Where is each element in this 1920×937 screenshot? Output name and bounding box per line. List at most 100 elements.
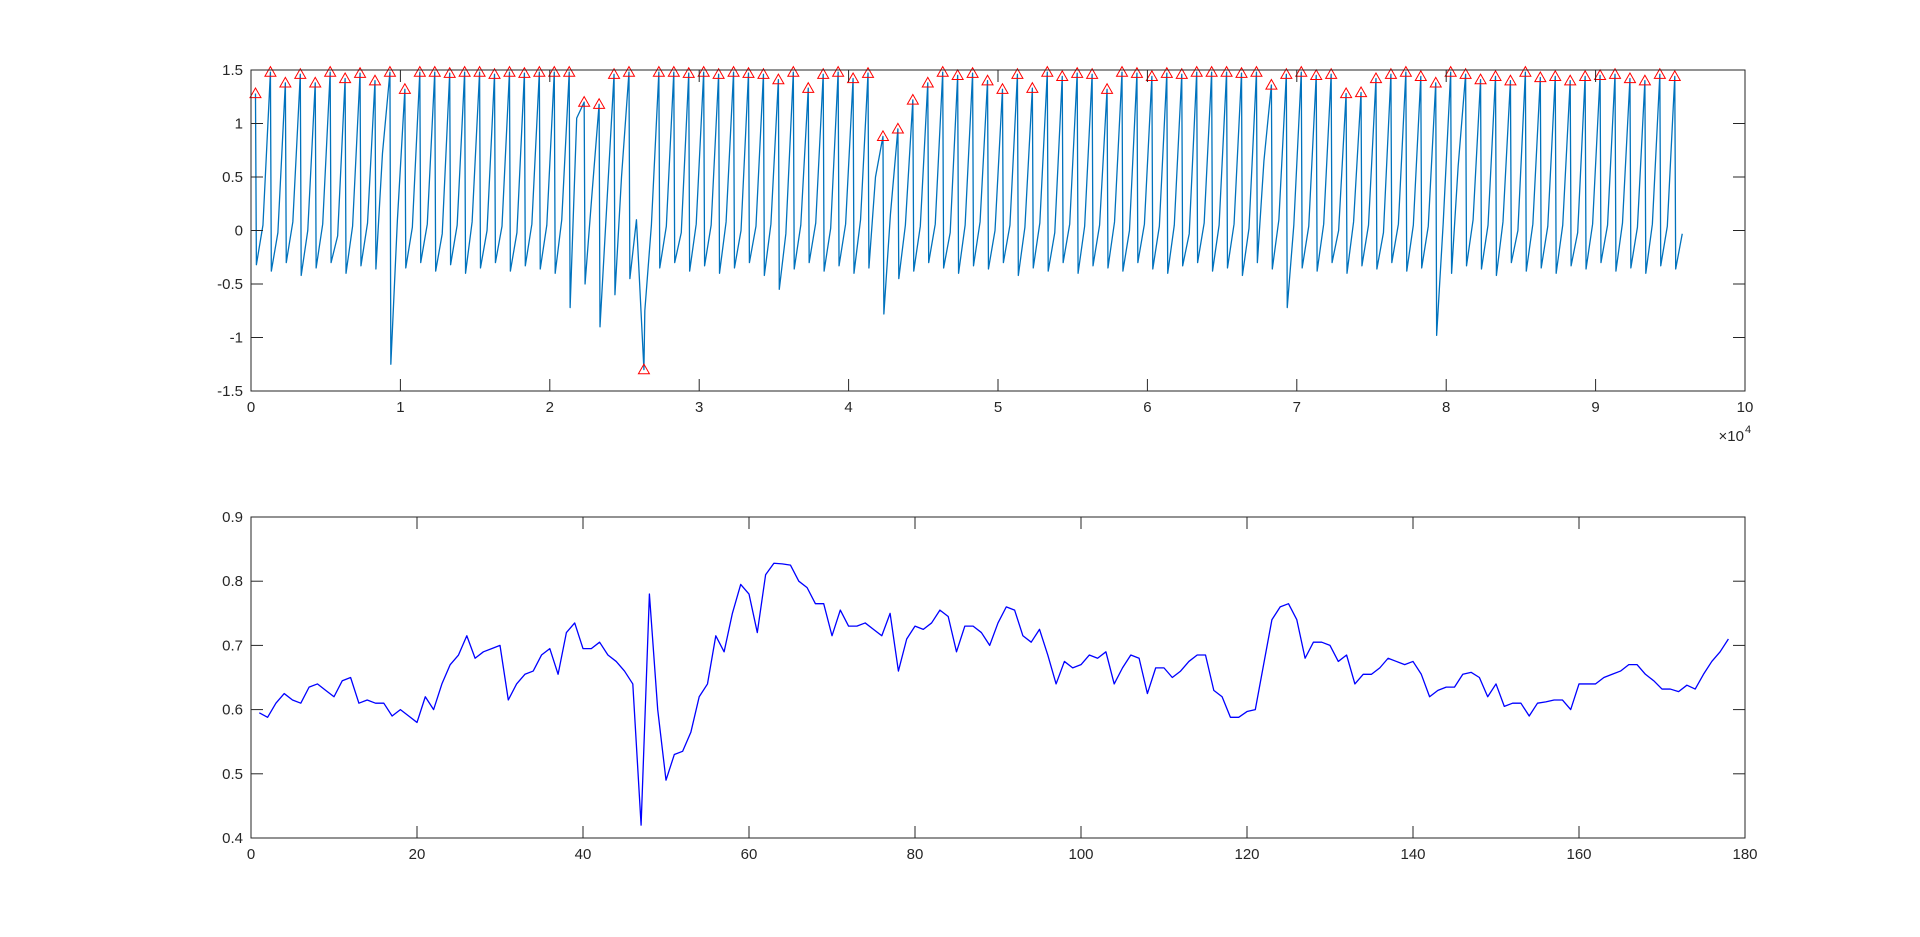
peak-marker: [1444, 65, 1458, 77]
peak-marker: [458, 65, 472, 77]
peak-marker: [682, 66, 696, 78]
y-tick-label: -1: [230, 330, 243, 347]
peak-marker: [757, 67, 770, 79]
peak-marker: [562, 65, 576, 77]
peak-marker: [1265, 78, 1278, 90]
peak-marker: [1011, 67, 1024, 79]
peak-marker: [353, 66, 367, 78]
peak-marker: [398, 82, 412, 94]
peak-marker: [473, 65, 486, 77]
peak-marker: [383, 65, 397, 77]
peak-marker: [1638, 74, 1652, 86]
peak-marker: [547, 65, 561, 77]
y-tick-label: 0.6: [222, 702, 243, 719]
peak-marker: [1085, 67, 1099, 79]
peak-marker: [1593, 68, 1607, 80]
x-tick-label: 40: [575, 846, 592, 863]
peak-marker: [592, 97, 606, 109]
data-line: [254, 71, 1683, 371]
y-tick-label: 1: [235, 116, 243, 133]
peak-marker: [1205, 65, 1219, 77]
peak-marker: [846, 72, 860, 84]
peak-marker: [891, 122, 905, 134]
peak-marker: [637, 363, 651, 375]
peak-marker: [279, 76, 292, 88]
peak-marker: [577, 95, 591, 107]
peak-marker: [532, 65, 546, 77]
peak-marker: [951, 68, 965, 80]
axes: 0 20 40 60 80 100 120 140 160 180 0.4 0.5 0.6 0.7 0.8 0…: [222, 509, 1757, 863]
x-tick-label: 160: [1566, 846, 1591, 863]
peak-marker: [1250, 65, 1263, 77]
x-tick-label: 180: [1732, 846, 1757, 863]
peak-marker: [607, 67, 621, 79]
x-tick-label: 3: [695, 399, 703, 416]
peak-marker: [1070, 66, 1084, 78]
peak-marker: [1489, 69, 1502, 82]
peak-marker: [1175, 67, 1189, 79]
x-tick-label: 120: [1234, 846, 1259, 863]
peak-marker: [1130, 66, 1144, 78]
x-tick-label: 0: [247, 399, 255, 416]
peak-marker: [1608, 67, 1622, 79]
peak-marker: [1548, 69, 1562, 82]
peak-marker: [518, 66, 531, 78]
peak-marker: [966, 66, 979, 78]
peak-marker: [667, 65, 681, 77]
x-tick-label: 7: [1293, 399, 1301, 416]
x-tick-label: 1: [396, 399, 404, 416]
peak-marker: [712, 67, 725, 79]
peak-marker: [1145, 69, 1159, 82]
x-multiplier: ×10: [1719, 428, 1744, 445]
peak-marker: [1190, 65, 1204, 77]
peak-marker: [1309, 68, 1323, 80]
peak-marker: [1578, 69, 1592, 82]
plot-area: [251, 517, 1745, 838]
axes: 0 1 2 3 4 5 6 7 8 9 10-1.5-1-0.500.511.5×10 4: [217, 62, 1753, 445]
peak-marker: [1324, 67, 1338, 79]
peak-marker: [428, 65, 442, 77]
peak-marker: [1429, 76, 1443, 88]
y-tick-label: -0.5: [217, 276, 243, 293]
peak-marker: [861, 66, 875, 78]
peak-marker: [1563, 74, 1577, 86]
peak-marker: [801, 81, 815, 93]
peak-marker: [981, 74, 994, 86]
x-tick-label: 8: [1442, 399, 1450, 416]
peak-marker: [293, 67, 307, 79]
x-tick-label: 140: [1400, 846, 1425, 863]
peak-marker: [1025, 81, 1039, 93]
x-tick-label: 60: [741, 846, 758, 863]
peak-marker: [727, 65, 740, 77]
peak-marker: [1668, 69, 1682, 82]
peak-marker: [1055, 69, 1069, 82]
plot-area: [251, 70, 1745, 391]
peak-marker: [1474, 73, 1487, 85]
y-tick-label: 0.7: [222, 637, 243, 654]
x-tick-label: 80: [907, 846, 924, 863]
x-tick-label: 6: [1143, 399, 1151, 416]
peak-marker: [697, 65, 711, 77]
peak-marker: [249, 87, 262, 99]
peak-marker: [488, 67, 501, 79]
peak-marker: [1354, 85, 1368, 98]
peak-marker: [652, 65, 666, 77]
y-tick-label: 0.9: [222, 509, 243, 526]
peak-marker: [264, 65, 277, 77]
y-tick-label: 1.5: [222, 62, 243, 79]
axes-box: [250, 516, 1746, 839]
peak-marker: [1504, 74, 1517, 86]
x-tick-label: 0: [247, 846, 255, 863]
peak-marker: [1623, 72, 1637, 84]
peak-marker: [1519, 65, 1532, 77]
peak-marker: [831, 65, 845, 77]
peak-marker: [876, 129, 890, 141]
peak-marker: [1220, 65, 1233, 77]
peak-marker: [503, 65, 516, 77]
peak-marker: [1384, 67, 1398, 79]
x-tick-label: 9: [1591, 399, 1599, 416]
y-tick-label: 0: [235, 223, 243, 240]
peak-marker: [308, 76, 322, 88]
peak-marker: [1459, 67, 1472, 79]
